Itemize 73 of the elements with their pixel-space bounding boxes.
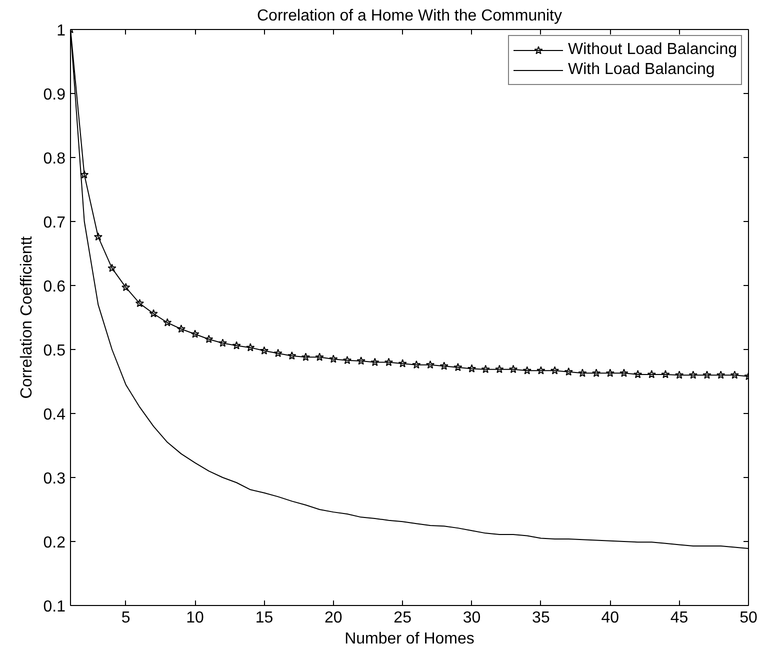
x-tick-label: 45	[670, 610, 688, 626]
point	[356, 356, 366, 365]
point	[634, 370, 642, 378]
x-tick-label: 35	[532, 610, 550, 626]
point	[80, 170, 89, 179]
legend-label: With Load Balancing	[568, 61, 715, 79]
point	[716, 370, 726, 379]
point	[163, 318, 172, 326]
y-tick-label: 0.7	[43, 214, 66, 232]
x-tick-label: 10	[186, 610, 204, 626]
y-tick-label: 0.3	[43, 470, 66, 488]
x-axis-title: Number of Homes	[344, 630, 474, 648]
x-tick-label: 5	[121, 610, 130, 626]
x-tick-label: 40	[601, 610, 620, 626]
point	[536, 366, 546, 374]
point	[592, 368, 601, 377]
legend-label: Without Load Balancing	[568, 41, 737, 59]
point	[675, 370, 684, 379]
point	[564, 367, 573, 376]
point	[495, 364, 504, 374]
point	[329, 354, 338, 363]
point	[522, 366, 532, 374]
point	[260, 346, 269, 355]
y-tick-label: 0.8	[43, 150, 66, 168]
point	[550, 366, 560, 374]
point	[467, 364, 476, 372]
y-tick-label: 0.4	[43, 406, 66, 424]
y-tick-label: 1	[56, 22, 66, 40]
point	[688, 370, 698, 379]
point	[301, 352, 310, 361]
point	[508, 364, 518, 374]
point	[190, 330, 200, 338]
point	[342, 356, 352, 364]
x-tick-label: 30	[462, 610, 481, 626]
x-tick-label: 50	[740, 610, 758, 626]
point	[702, 370, 712, 379]
point	[149, 309, 158, 318]
point	[108, 264, 116, 272]
point	[620, 368, 628, 377]
point	[454, 362, 462, 372]
point	[94, 232, 102, 241]
point	[135, 298, 144, 308]
point	[370, 358, 380, 366]
x-tick-label: 25	[394, 610, 412, 626]
point	[398, 359, 407, 368]
point	[426, 360, 435, 369]
point	[384, 358, 394, 366]
point	[274, 348, 282, 358]
chart-title: Correlation of a Home With the Community	[257, 8, 562, 24]
point	[246, 343, 255, 352]
y-tick-label: 0.2	[43, 534, 66, 552]
point	[481, 364, 490, 374]
point	[176, 324, 186, 333]
y-tick-label: 0.6	[43, 278, 66, 296]
point	[647, 370, 656, 378]
y-tick-label: 0.1	[43, 598, 66, 616]
point	[288, 351, 296, 360]
x-tick-label: 15	[255, 610, 274, 626]
point	[661, 370, 670, 378]
point	[204, 334, 214, 343]
point	[578, 368, 587, 377]
point	[315, 352, 324, 361]
point	[122, 282, 130, 292]
x-tick-label: 20	[324, 610, 342, 626]
point	[440, 362, 448, 370]
point	[730, 370, 739, 379]
point	[232, 341, 241, 350]
y-tick-label: 0.5	[43, 342, 66, 360]
point	[412, 360, 421, 369]
y-axis-title: Correlation Coefficientt	[18, 236, 36, 399]
y-tick-label: 0.9	[43, 86, 66, 104]
point	[218, 338, 228, 347]
point	[606, 368, 614, 377]
